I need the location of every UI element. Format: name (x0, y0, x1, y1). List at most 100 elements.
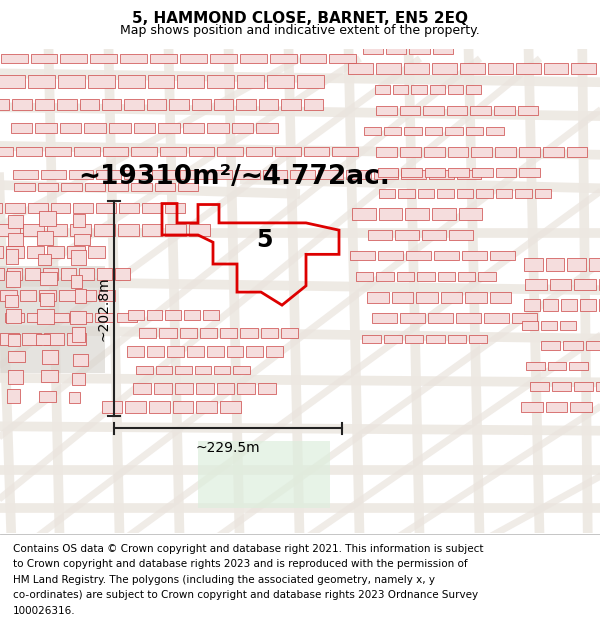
Polygon shape (155, 366, 172, 374)
Polygon shape (155, 182, 175, 191)
Polygon shape (350, 251, 376, 260)
Polygon shape (167, 31, 184, 39)
Polygon shape (66, 31, 83, 39)
Polygon shape (496, 168, 517, 177)
Polygon shape (515, 189, 532, 198)
Polygon shape (14, 182, 35, 191)
Polygon shape (124, 169, 149, 179)
Polygon shape (596, 382, 600, 391)
Polygon shape (437, 189, 454, 198)
Polygon shape (434, 251, 459, 260)
Polygon shape (67, 246, 85, 258)
Text: ~229.5m: ~229.5m (196, 441, 260, 454)
Polygon shape (512, 313, 537, 324)
Polygon shape (379, 251, 403, 260)
Polygon shape (232, 123, 253, 133)
Polygon shape (206, 346, 224, 357)
Bar (7, 389, 20, 402)
Bar (75, 289, 86, 303)
Polygon shape (427, 335, 445, 343)
Polygon shape (125, 401, 146, 412)
Polygon shape (5, 31, 22, 39)
Polygon shape (441, 292, 463, 303)
Polygon shape (233, 366, 250, 374)
Polygon shape (152, 169, 176, 179)
Polygon shape (400, 147, 421, 157)
Polygon shape (0, 333, 19, 345)
Polygon shape (447, 106, 467, 115)
Polygon shape (131, 182, 152, 191)
Text: Contains OS data © Crown copyright and database right 2021. This information is : Contains OS data © Crown copyright and d… (13, 544, 484, 554)
Text: 100026316.: 100026316. (13, 606, 76, 616)
Polygon shape (376, 63, 401, 74)
Polygon shape (73, 203, 93, 214)
Polygon shape (423, 106, 444, 115)
Polygon shape (368, 229, 392, 241)
Bar (8, 351, 25, 362)
Polygon shape (552, 382, 571, 391)
Polygon shape (543, 147, 563, 157)
Polygon shape (409, 42, 430, 54)
Polygon shape (546, 259, 564, 271)
Polygon shape (189, 147, 214, 156)
Polygon shape (35, 99, 54, 110)
Bar (40, 272, 58, 285)
Polygon shape (50, 203, 70, 214)
Polygon shape (154, 382, 172, 394)
Polygon shape (25, 31, 43, 39)
Polygon shape (448, 168, 469, 177)
Polygon shape (519, 147, 540, 157)
Polygon shape (548, 362, 566, 370)
Polygon shape (80, 99, 99, 110)
Polygon shape (401, 169, 426, 179)
Polygon shape (494, 106, 515, 115)
Polygon shape (240, 54, 266, 63)
Polygon shape (79, 268, 94, 279)
Polygon shape (47, 224, 67, 236)
Polygon shape (457, 169, 481, 179)
Polygon shape (246, 147, 272, 156)
Polygon shape (167, 346, 184, 357)
Polygon shape (281, 99, 301, 110)
Polygon shape (47, 246, 64, 258)
Polygon shape (5, 312, 24, 322)
Polygon shape (346, 169, 371, 179)
Polygon shape (448, 147, 469, 157)
Polygon shape (268, 76, 295, 88)
Polygon shape (97, 169, 121, 179)
Polygon shape (86, 31, 103, 39)
Polygon shape (41, 169, 66, 179)
Polygon shape (91, 54, 117, 63)
Text: ~202.8m: ~202.8m (96, 276, 110, 341)
Polygon shape (0, 224, 20, 236)
Polygon shape (0, 99, 10, 110)
Bar (73, 354, 88, 366)
Polygon shape (406, 208, 429, 221)
Polygon shape (88, 76, 115, 88)
Polygon shape (275, 147, 301, 156)
Polygon shape (26, 246, 44, 258)
Polygon shape (133, 382, 151, 394)
Polygon shape (85, 123, 106, 133)
Polygon shape (393, 84, 409, 94)
Polygon shape (260, 328, 278, 338)
Polygon shape (362, 42, 383, 54)
Bar (40, 292, 54, 306)
Bar (41, 370, 58, 382)
Bar (0, 266, 105, 373)
Polygon shape (543, 299, 559, 311)
Polygon shape (98, 290, 115, 301)
Polygon shape (13, 169, 38, 179)
Polygon shape (187, 346, 203, 357)
Text: 5, HAMMOND CLOSE, BARNET, EN5 2EQ: 5, HAMMOND CLOSE, BARNET, EN5 2EQ (132, 11, 468, 26)
Polygon shape (530, 382, 549, 391)
Bar (74, 234, 90, 245)
Polygon shape (416, 292, 438, 303)
Polygon shape (457, 189, 473, 198)
Polygon shape (94, 224, 115, 236)
Polygon shape (20, 290, 37, 301)
Polygon shape (580, 299, 596, 311)
Polygon shape (460, 63, 485, 74)
Polygon shape (433, 42, 453, 54)
Polygon shape (74, 147, 100, 156)
